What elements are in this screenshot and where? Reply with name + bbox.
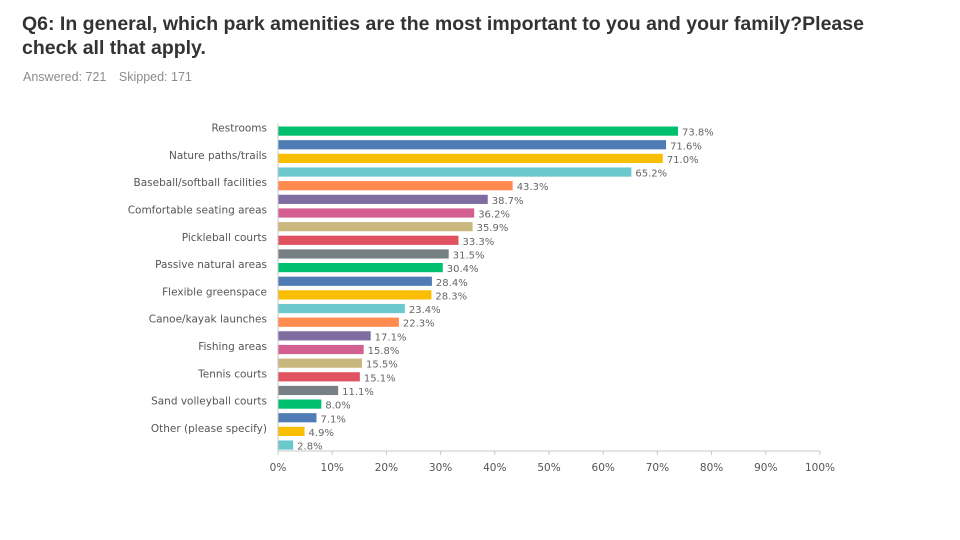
value-label: 15.8% <box>368 346 400 357</box>
bar <box>278 399 322 409</box>
value-labels-group: 73.8% 71.6% 71.0%65.2% 43.3% 38.7% 36.2% 35.9%… <box>297 128 714 453</box>
category-labels-group: Restrooms Nature paths/trails Baseball/sof… <box>128 123 267 435</box>
bar <box>278 276 432 286</box>
x-tick-label: 70% <box>646 462 669 474</box>
bar <box>278 249 449 259</box>
bar <box>278 153 663 163</box>
x-tick-label: 100% <box>805 462 835 474</box>
response-stats: Answered: 721 Skipped: 171 <box>23 70 201 84</box>
category-label: Tennis courts <box>197 368 267 380</box>
x-tick-label: 90% <box>754 462 777 474</box>
value-label: 15.1% <box>364 373 396 384</box>
skipped-count: Skipped: 171 <box>118 70 192 84</box>
category-label: Pickleball courts <box>182 232 267 244</box>
category-label: Restrooms <box>211 123 267 135</box>
bar <box>278 344 364 355</box>
bar <box>278 385 339 396</box>
x-tick-label: 10% <box>321 462 344 474</box>
value-label: 65.2% <box>635 169 667 180</box>
category-label: Fishing areas <box>198 341 267 353</box>
category-label: Comfortable seating areas <box>128 205 267 217</box>
value-label: 71.0% <box>667 155 699 166</box>
value-label: 31.5% <box>453 250 485 261</box>
bar <box>278 413 317 423</box>
value-label: 2.8% <box>297 442 322 453</box>
x-tick-label: 40% <box>483 462 506 474</box>
category-label: Sand volleyball courts <box>151 396 267 408</box>
value-label: 71.6% <box>670 141 702 152</box>
x-tick-label: 80% <box>700 462 723 474</box>
bar <box>278 208 475 218</box>
bar <box>278 317 399 327</box>
x-tick-label: 0% <box>270 462 287 474</box>
bar <box>278 194 488 204</box>
x-axis: 0% 10% 20% 30% 40% 50% 60% 70% 80% 90% 100% <box>270 123 835 474</box>
bar <box>278 372 360 382</box>
category-label: Nature paths/trails <box>169 150 267 162</box>
answered-count: Answered: 721 <box>23 70 107 84</box>
bar <box>278 222 473 232</box>
bar <box>278 290 432 300</box>
bar <box>278 358 363 368</box>
bar <box>278 181 513 191</box>
category-label: Flexible greenspace <box>162 286 267 298</box>
bar <box>278 235 459 245</box>
value-label: 36.2% <box>478 210 510 221</box>
bar <box>278 263 443 273</box>
value-label: 38.7% <box>492 196 524 207</box>
value-label: 17.1% <box>375 332 407 343</box>
bar <box>278 440 294 450</box>
bar <box>278 140 667 150</box>
value-label: 15.5% <box>366 360 398 371</box>
value-label: 28.3% <box>435 291 467 302</box>
bar <box>278 303 405 314</box>
category-label: Baseball/softball facilities <box>134 177 267 189</box>
question-title: Q6: In general, which park amenities are… <box>22 13 864 59</box>
x-tick-label: 20% <box>375 462 398 474</box>
value-label: 28.4% <box>436 278 468 289</box>
category-label: Passive natural areas <box>155 259 267 271</box>
bar <box>278 126 678 136</box>
value-label: 23.4% <box>409 305 441 316</box>
value-label: 22.3% <box>403 319 435 330</box>
category-label: Other (please specify) <box>151 423 267 435</box>
value-label: 30.4% <box>447 264 479 275</box>
bar <box>278 426 305 436</box>
value-label: 43.3% <box>517 182 549 193</box>
value-label: 8.0% <box>325 401 350 412</box>
value-label: 7.1% <box>320 414 345 425</box>
bar <box>278 331 371 341</box>
x-tick-label: 30% <box>429 462 452 474</box>
value-label: 73.8% <box>682 128 714 139</box>
bars-group <box>278 126 678 450</box>
x-tick-label: 50% <box>537 462 560 474</box>
x-tick-label: 60% <box>592 462 615 474</box>
value-label: 11.1% <box>342 387 374 398</box>
value-label: 35.9% <box>477 223 509 234</box>
category-label: Canoe/kayak launches <box>149 314 267 326</box>
value-label: 4.9% <box>309 428 334 439</box>
bar <box>278 167 632 177</box>
value-label: 33.3% <box>462 237 494 248</box>
